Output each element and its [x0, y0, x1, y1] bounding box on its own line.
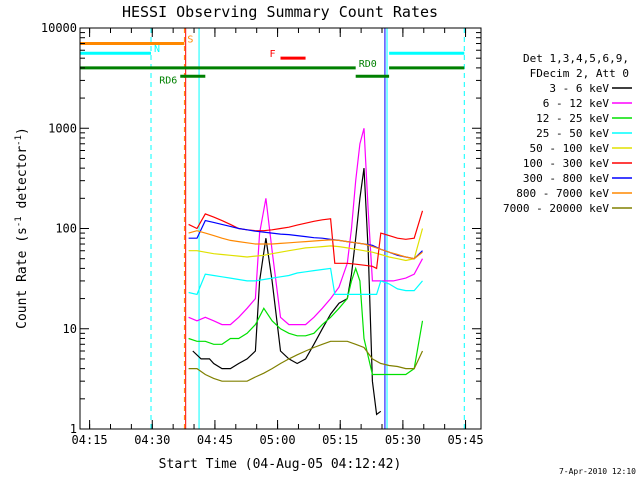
legend-label-4: 50 - 100 keV	[530, 142, 610, 155]
legend-header-line2: FDecim 2, Att 0	[530, 67, 629, 80]
series-line-8	[188, 340, 424, 382]
x-tick-label-0: 04:15	[72, 433, 108, 447]
y-axis-label-part2: detector	[15, 146, 30, 217]
y-tick-label-0: 1	[70, 422, 77, 436]
x-axis-label: Start Time (04-Aug-05 04:12:42)	[159, 457, 402, 472]
series-line-3	[188, 267, 423, 296]
series-line-2	[188, 266, 424, 376]
legend-header-line1: Det 1,3,4,5,6,9,	[523, 52, 629, 65]
y-tick-label-1: 10	[63, 322, 77, 336]
flag-label-rd6: RD6	[159, 75, 177, 86]
legend: Det 1,3,4,5,6,9, FDecim 2, Att 0 3 - 6 k…	[503, 52, 632, 215]
x-tick-label-4: 05:15	[322, 433, 358, 447]
y-axis-label-part3: )	[15, 127, 30, 135]
legend-label-0: 3 - 6 keV	[549, 82, 609, 95]
legend-label-1: 6 - 12 keV	[543, 97, 610, 110]
flag-label-rd0: RD0	[359, 59, 377, 70]
y-tick-label-2: 100	[55, 222, 77, 236]
footer-date: 7-Apr-2010 12:10	[559, 467, 636, 476]
x-axis: 04:15 04:30 04:45 05:00 05:15 05:30 05:45	[72, 28, 484, 447]
y-axis-label-part1: Count Rate (s	[15, 227, 30, 329]
y-axis-label-sup2: -1	[14, 135, 24, 146]
legend-entries: 3 - 6 keV 6 - 12 keV 12 - 25 keV 25 - 50 ke…	[503, 82, 632, 215]
y-tick-label-4: 10000	[41, 21, 77, 35]
flag-label-f: F	[269, 49, 275, 60]
flag-label-s: S	[187, 35, 193, 46]
x-tick-label-2: 04:45	[197, 433, 233, 447]
legend-label-5: 100 - 300 keV	[523, 157, 609, 170]
x-tick-label-5: 05:30	[385, 433, 421, 447]
series-line-4	[188, 228, 424, 262]
legend-label-3: 25 - 50 keV	[536, 127, 609, 140]
flag-label-n: N	[154, 44, 160, 55]
series-line-0	[192, 168, 382, 416]
legend-label-2: 12 - 25 keV	[536, 112, 609, 125]
chart-title: HESSI Observing Summary Count Rates	[122, 3, 438, 21]
x-tick-label-1: 04:30	[134, 433, 170, 447]
x-tick-label-3: 05:00	[260, 433, 296, 447]
y-axis-label-sup1: -1	[14, 216, 24, 227]
legend-label-7: 800 - 7000 keV	[516, 187, 609, 200]
plot-area: S N RD0 RD6 F	[79, 28, 465, 429]
legend-label-6: 300 - 800 keV	[523, 172, 609, 185]
legend-label-8: 7000 - 20000 keV	[503, 202, 609, 215]
series-line-5	[188, 210, 424, 270]
y-tick-label-3: 1000	[48, 121, 77, 135]
series-line-7	[188, 230, 423, 260]
series-line-1	[188, 128, 424, 326]
x-tick-label-6: 05:45	[447, 433, 483, 447]
y-axis: 1 10 100 1000 10000	[41, 21, 481, 436]
y-axis-label: Count Rate (s-1 detector-1)	[14, 127, 30, 329]
